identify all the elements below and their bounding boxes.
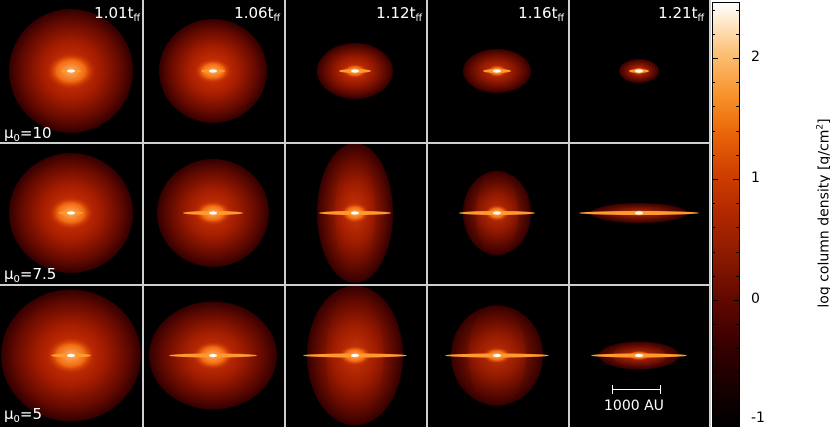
colorbar-tick [736,203,739,205]
colorbar-tick-label: -1 [751,410,765,426]
density-panel [142,284,284,427]
colorbar-tick [712,203,715,205]
colorbar-tick [733,419,739,420]
colorbar-tick [736,106,739,108]
time-label: 1.12tff [376,4,422,24]
density-panel [568,142,710,284]
colorbar-tick [736,227,739,229]
panel-divider [709,0,711,427]
time-label: 1.01tff [94,4,140,24]
panel-divider [0,284,710,286]
time-label: 1.21tff [658,4,704,24]
density-panel [426,284,568,427]
panel-divider [284,0,286,427]
colorbar-tick [736,130,739,132]
density-panel [0,0,142,142]
density-panel [142,142,284,284]
time-label: 1.16tff [518,4,564,24]
density-panel [284,284,426,427]
density-panel [426,0,568,142]
density-panel [568,0,710,142]
colorbar-tick [712,395,715,397]
scale-bar-label: 1000 AU [604,398,664,414]
density-panel [284,142,426,284]
colorbar-tick [712,419,718,420]
colorbar-tick [712,33,715,35]
colorbar-tick [733,179,739,180]
colorbar-tick-label: 1 [751,170,760,186]
colorbar-tick [712,179,718,180]
time-label: 1.06tff [234,4,280,24]
mu-label: μ0=5 [4,405,43,425]
panel-divider [142,0,144,427]
panel-divider [568,0,570,427]
colorbar-tick [733,58,739,59]
colorbar [712,2,740,427]
mu-label: μ0=10 [4,124,52,144]
colorbar-tick [712,323,715,325]
colorbar-tick [736,395,739,397]
density-panel [284,0,426,142]
colorbar-tick [712,275,715,277]
colorbar-tick [712,300,718,301]
density-panel [568,284,710,427]
colorbar-tick-label: 2 [751,49,760,65]
colorbar-tick [712,227,715,229]
density-panel [142,0,284,142]
scale-bar [602,381,666,394]
colorbar-tick [712,371,715,373]
colorbar-tick [736,347,739,349]
colorbar-title: log column density [g/cm2] [815,118,830,308]
colorbar-tick [736,275,739,277]
colorbar-tick [712,58,718,59]
colorbar-tick [736,323,739,325]
colorbar-tick [712,9,715,11]
colorbar-tick [712,347,715,349]
panel-divider [0,142,710,144]
colorbar-tick [712,154,715,156]
colorbar-tick [736,154,739,156]
colorbar-tick [736,371,739,373]
colorbar-tick [712,130,715,132]
density-panel [426,142,568,284]
colorbar-tick-label: 0 [751,291,760,307]
mu-label: μ0=7.5 [4,265,57,285]
colorbar-tick [736,251,739,253]
simulation-grid [0,0,711,427]
panel-divider [426,0,428,427]
colorbar-tick [736,33,739,35]
colorbar-tick [712,106,715,108]
colorbar-tick [733,300,739,301]
density-panel [0,142,142,284]
colorbar-tick [736,9,739,11]
density-panel [0,284,142,427]
colorbar-tick [712,251,715,253]
colorbar-tick [736,82,739,84]
colorbar-tick [712,82,715,84]
